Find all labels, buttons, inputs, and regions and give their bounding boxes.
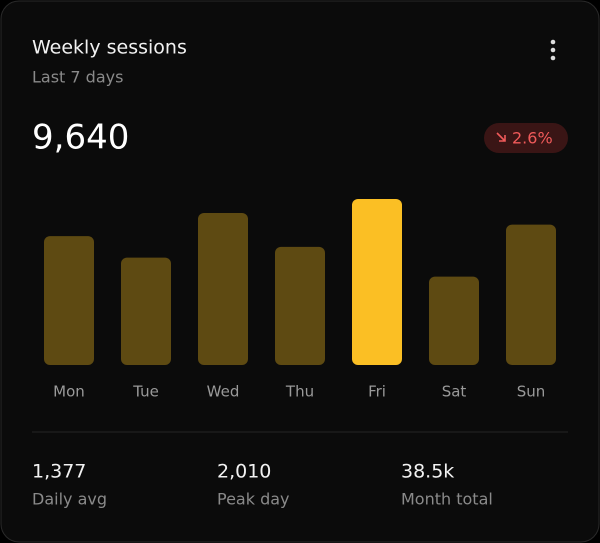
title: Weekly sessions: [32, 37, 187, 59]
change: 2.6%: [512, 129, 553, 148]
change-badge: [484, 123, 568, 153]
bar: [121, 257, 171, 365]
x-tick-label: Wed: [207, 383, 240, 401]
stat-value: 2,010: [217, 461, 271, 483]
stat-label: Daily avg: [32, 490, 107, 509]
stat-label: Month total: [401, 490, 493, 509]
total: 9,640: [32, 118, 129, 158]
stat-value: 38.5k: [401, 461, 454, 483]
bar: [429, 276, 479, 365]
bar: [275, 246, 325, 365]
bar: [44, 236, 94, 365]
x-tick-label: Mon: [53, 383, 85, 401]
menu-button[interactable]: [550, 39, 556, 61]
x-tick-label: Thu: [285, 383, 314, 401]
x-tick-label: Sun: [517, 383, 546, 401]
x-tick-label: Sat: [442, 383, 467, 401]
bar: [506, 224, 556, 365]
bar: [198, 213, 248, 365]
down-icon: [496, 132, 506, 142]
x-tick-label: Fri: [368, 383, 386, 401]
x-tick-label: Tue: [132, 383, 159, 401]
stat-label: Peak day: [217, 490, 290, 509]
stat-value: 1,377: [32, 461, 86, 483]
bar: [352, 199, 402, 365]
subtitle: Last 7 days: [32, 68, 123, 87]
